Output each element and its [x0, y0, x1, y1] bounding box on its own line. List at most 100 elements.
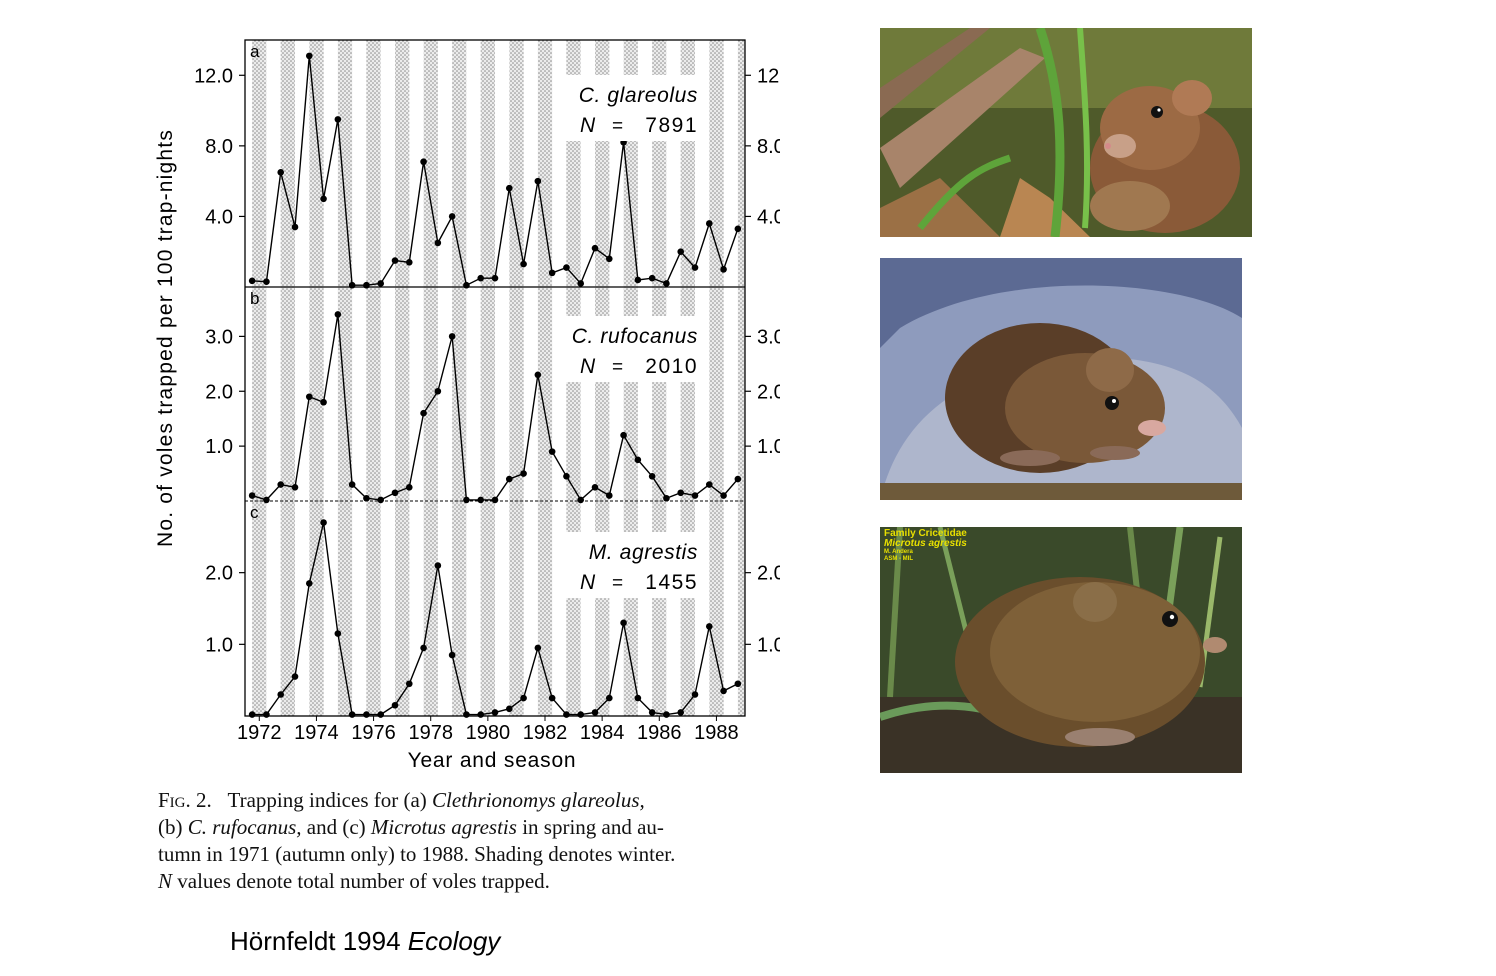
data-point-c — [391, 701, 399, 709]
panel-letter-c: c — [250, 503, 259, 522]
data-point-b — [505, 475, 513, 483]
y-tick-label-right: 12.0 — [757, 65, 780, 87]
data-point-a — [263, 278, 270, 286]
data-point-c — [534, 644, 542, 652]
photo-overlay-line-3: M. Andera — [884, 549, 913, 555]
data-point-a — [248, 277, 256, 285]
data-point-a — [320, 195, 327, 203]
data-point-a — [591, 244, 599, 252]
y-tick-label-left: 12.0 — [194, 65, 233, 87]
data-point-a — [520, 260, 527, 268]
n-label-a: N — [580, 114, 596, 137]
data-point-a — [491, 274, 499, 282]
photo-overlay-label: Family Cricetidae Microtus agrestis M. A… — [884, 529, 967, 563]
species-box-c — [565, 532, 707, 598]
data-point-c — [505, 705, 513, 713]
data-point-b — [263, 496, 270, 504]
data-point-a — [405, 259, 413, 266]
y-tick-label-right: 3.0 — [757, 326, 780, 348]
n-equals-a: = — [612, 116, 623, 137]
x-tick-label: 1986 — [637, 722, 682, 744]
data-point-a — [334, 116, 342, 123]
data-point-b — [363, 494, 370, 502]
caption-text-2: (b) — [158, 815, 188, 839]
winter-band-1977 — [395, 40, 410, 716]
data-point-b — [734, 475, 742, 483]
data-point-a — [505, 184, 513, 192]
data-point-c — [405, 680, 413, 688]
species-name-a: C. glareolus — [579, 84, 698, 107]
n-equals-b: = — [612, 357, 623, 378]
caption-n-italic: N — [158, 869, 173, 893]
data-point-a — [734, 225, 742, 233]
species-box-a — [565, 75, 707, 141]
data-point-a — [634, 276, 642, 284]
x-tick-label: 1972 — [237, 722, 281, 744]
data-point-a — [377, 280, 385, 287]
data-point-b — [448, 333, 456, 340]
data-point-b — [477, 496, 485, 504]
data-point-c — [734, 680, 742, 688]
panel-letter-b: b — [250, 289, 259, 308]
data-point-c — [263, 711, 270, 718]
data-point-a — [705, 220, 713, 227]
data-point-b — [348, 481, 356, 488]
winter-band-1989 — [737, 40, 745, 716]
data-point-c — [663, 711, 670, 718]
x-tick-label: 1976 — [351, 722, 396, 744]
data-point-b — [705, 481, 713, 488]
n-value-a: 7891 — [645, 114, 698, 137]
data-point-a — [434, 239, 442, 247]
data-point-b — [463, 496, 470, 504]
data-point-a — [548, 269, 556, 277]
y-tick-label-right: 1.0 — [757, 634, 780, 656]
winter-band-1988 — [709, 40, 724, 716]
photo-overlay-line-4: ASM - MIL — [884, 556, 913, 562]
data-point-a — [691, 264, 699, 271]
plot-border — [244, 39, 746, 717]
data-point-b — [291, 483, 299, 491]
data-point-c — [548, 694, 556, 702]
n-label-c: N — [580, 571, 596, 594]
data-point-c — [434, 562, 442, 569]
data-point-a — [277, 169, 285, 176]
caption-text-5: tumn in 1971 (autumn only) to 1988. Shad… — [158, 842, 676, 866]
x-tick-label: 1974 — [294, 722, 339, 744]
data-point-a — [391, 257, 399, 264]
data-point-b — [548, 448, 556, 455]
data-point-b — [405, 483, 413, 491]
species-box-b — [565, 316, 707, 382]
winter-band-1978 — [423, 40, 438, 716]
data-point-c — [620, 619, 627, 627]
n-value-b: 2010 — [645, 355, 698, 378]
data-point-c — [705, 623, 713, 630]
data-point-c — [248, 711, 256, 718]
data-point-c — [577, 711, 585, 718]
data-point-b — [391, 489, 399, 497]
data-point-c — [448, 651, 456, 659]
y-tick-label-right: 8.0 — [757, 136, 780, 158]
photo-overlay-line-1: Family Cricetidae — [884, 528, 967, 539]
field-vole-photo: Family Cricetidae Microtus agrestis M. A… — [880, 527, 1242, 773]
photo-overlay-line-2: Microtus agrestis — [884, 538, 967, 549]
data-point-b — [577, 496, 585, 504]
data-point-c — [720, 687, 727, 695]
x-tick-label: 1978 — [408, 722, 453, 744]
winter-band-1976 — [366, 40, 381, 716]
data-point-c — [477, 711, 485, 718]
trapping-index-chart: 4.0 4.0 8.0 8.0 12.0 12.0 a C. glareolus N = 7891 1… — [154, 39, 780, 772]
y-axis-label: No. of voles trapped per 100 trap-nights — [154, 129, 177, 547]
grey-sided-vole-photo — [880, 258, 1242, 500]
winter-band-1979 — [452, 40, 467, 716]
figure-caption: Fig. 2. Trapping indices for (a) Clethri… — [158, 787, 808, 895]
caption-species-a: Clethrionomys glareolus, — [432, 788, 645, 812]
data-point-a — [648, 274, 656, 282]
y-tick-label-right: 2.0 — [757, 381, 780, 403]
data-point-b — [491, 496, 499, 504]
data-point-b — [434, 387, 442, 395]
series-layer — [248, 52, 742, 718]
y-tick-label-right: 2.0 — [757, 563, 780, 585]
data-point-c — [648, 709, 656, 716]
data-point-b — [377, 496, 385, 504]
winter-band-1981 — [509, 40, 524, 716]
